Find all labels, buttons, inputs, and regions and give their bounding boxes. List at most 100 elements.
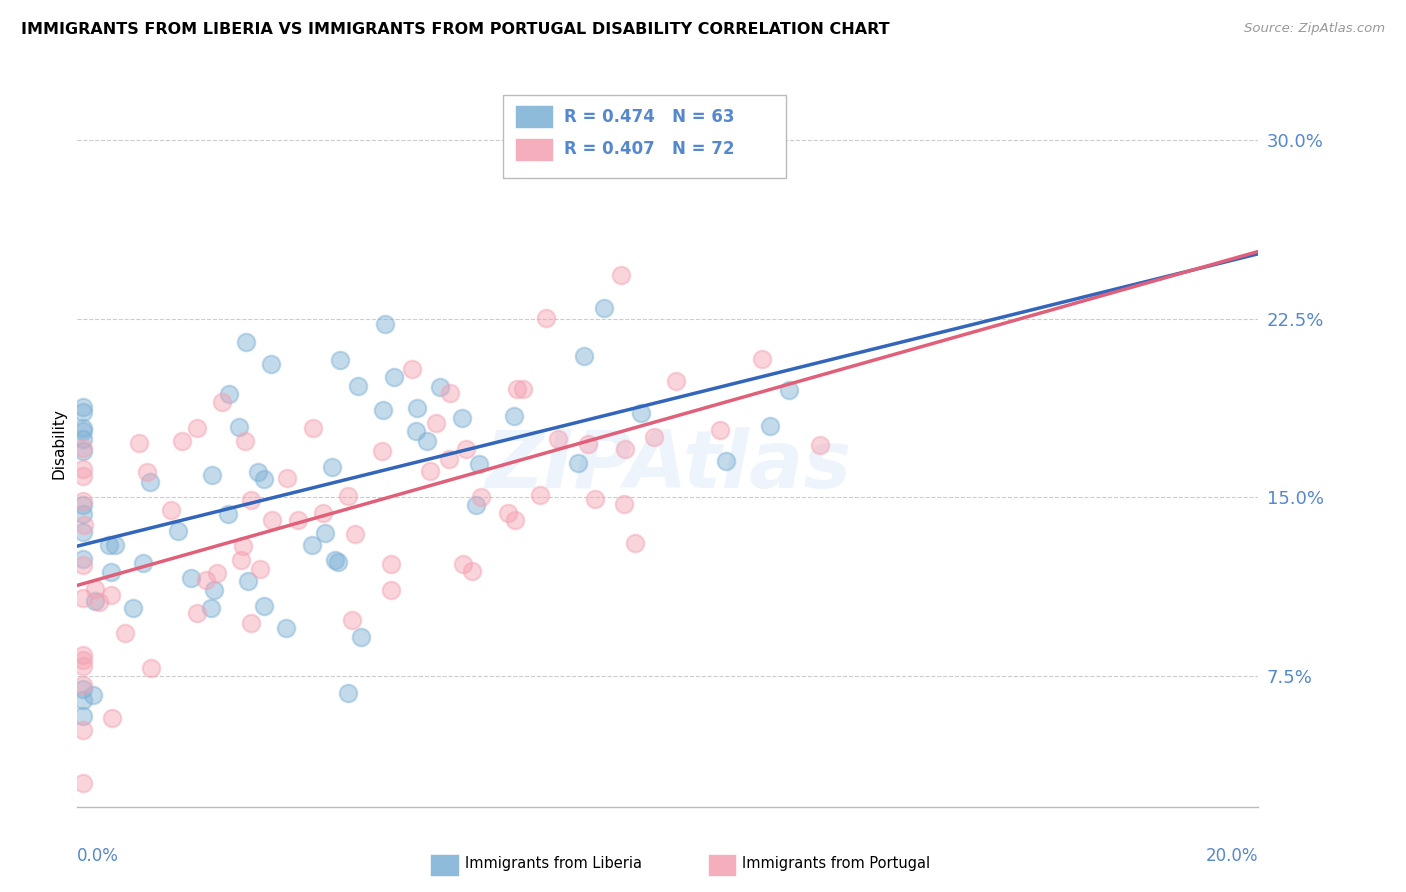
Point [380,557,402,571]
Point [808,438,831,452]
Point [429,379,451,393]
Point [72,400,94,414]
Point [72,708,94,723]
Point [583,491,606,506]
Point [419,464,441,478]
Point [374,317,396,331]
Point [139,475,162,489]
Point [202,583,225,598]
Point [276,471,298,485]
Point [97,538,120,552]
Point [450,411,472,425]
FancyBboxPatch shape [430,854,458,876]
Point [456,442,478,456]
Point [72,659,94,673]
Point [503,513,526,527]
Point [709,423,731,437]
Point [496,506,519,520]
Point [534,310,557,325]
FancyBboxPatch shape [709,854,737,876]
Point [468,458,491,472]
Point [235,335,257,350]
Point [228,420,250,434]
Point [73,518,96,533]
Point [170,434,193,449]
Point [465,499,488,513]
Point [401,362,423,376]
Point [159,502,181,516]
Point [72,469,94,483]
Point [249,561,271,575]
Point [72,508,94,522]
Point [72,432,94,446]
Point [217,507,239,521]
Point [529,488,551,502]
Point [612,497,634,511]
Point [122,601,145,615]
Point [186,421,208,435]
FancyBboxPatch shape [516,105,554,128]
Point [205,566,228,580]
Point [314,525,336,540]
Point [274,621,297,635]
Point [301,420,323,434]
Point [84,594,107,608]
Point [778,383,800,397]
Point [72,776,94,790]
Point [405,424,427,438]
Point [72,424,94,438]
Text: 20.0%: 20.0% [1206,847,1258,865]
Point [714,454,737,468]
Text: ZIPAtlas: ZIPAtlas [485,426,851,505]
Point [425,416,447,430]
Point [72,444,94,458]
Point [72,591,94,606]
Point [72,682,94,697]
Point [405,401,427,416]
Point [252,599,274,613]
Point [136,465,159,479]
Point [139,661,162,675]
Point [72,525,94,540]
Point [72,421,94,435]
Point [72,693,94,707]
Point [759,419,782,434]
Point [72,462,94,476]
Point [340,613,363,627]
Point [380,582,402,597]
Point [128,436,150,450]
Point [262,513,284,527]
Point [72,723,94,737]
Text: R = 0.407   N = 72: R = 0.407 N = 72 [564,140,734,159]
Text: 0.0%: 0.0% [77,847,120,865]
Point [503,409,526,424]
Point [461,564,484,578]
FancyBboxPatch shape [502,95,786,178]
Point [72,678,94,692]
Point [572,349,595,363]
Point [665,374,688,388]
Point [437,452,460,467]
Point [166,524,188,538]
Text: IMMIGRANTS FROM LIBERIA VS IMMIGRANTS FROM PORTUGAL DISABILITY CORRELATION CHART: IMMIGRANTS FROM LIBERIA VS IMMIGRANTS FR… [21,22,890,37]
Y-axis label: Disability: Disability [51,409,66,479]
Point [470,490,492,504]
Point [453,557,475,571]
Point [326,555,349,569]
Point [114,626,136,640]
Point [72,653,94,667]
Point [232,539,254,553]
Text: Source: ZipAtlas.com: Source: ZipAtlas.com [1244,22,1385,36]
Point [103,539,125,553]
Point [512,382,534,396]
Point [416,434,439,448]
Point [211,394,233,409]
Point [186,607,208,621]
Point [329,353,352,368]
Point [72,552,94,566]
Point [239,492,262,507]
Point [337,686,360,700]
Point [323,553,346,567]
Point [72,494,94,508]
Point [578,437,600,451]
